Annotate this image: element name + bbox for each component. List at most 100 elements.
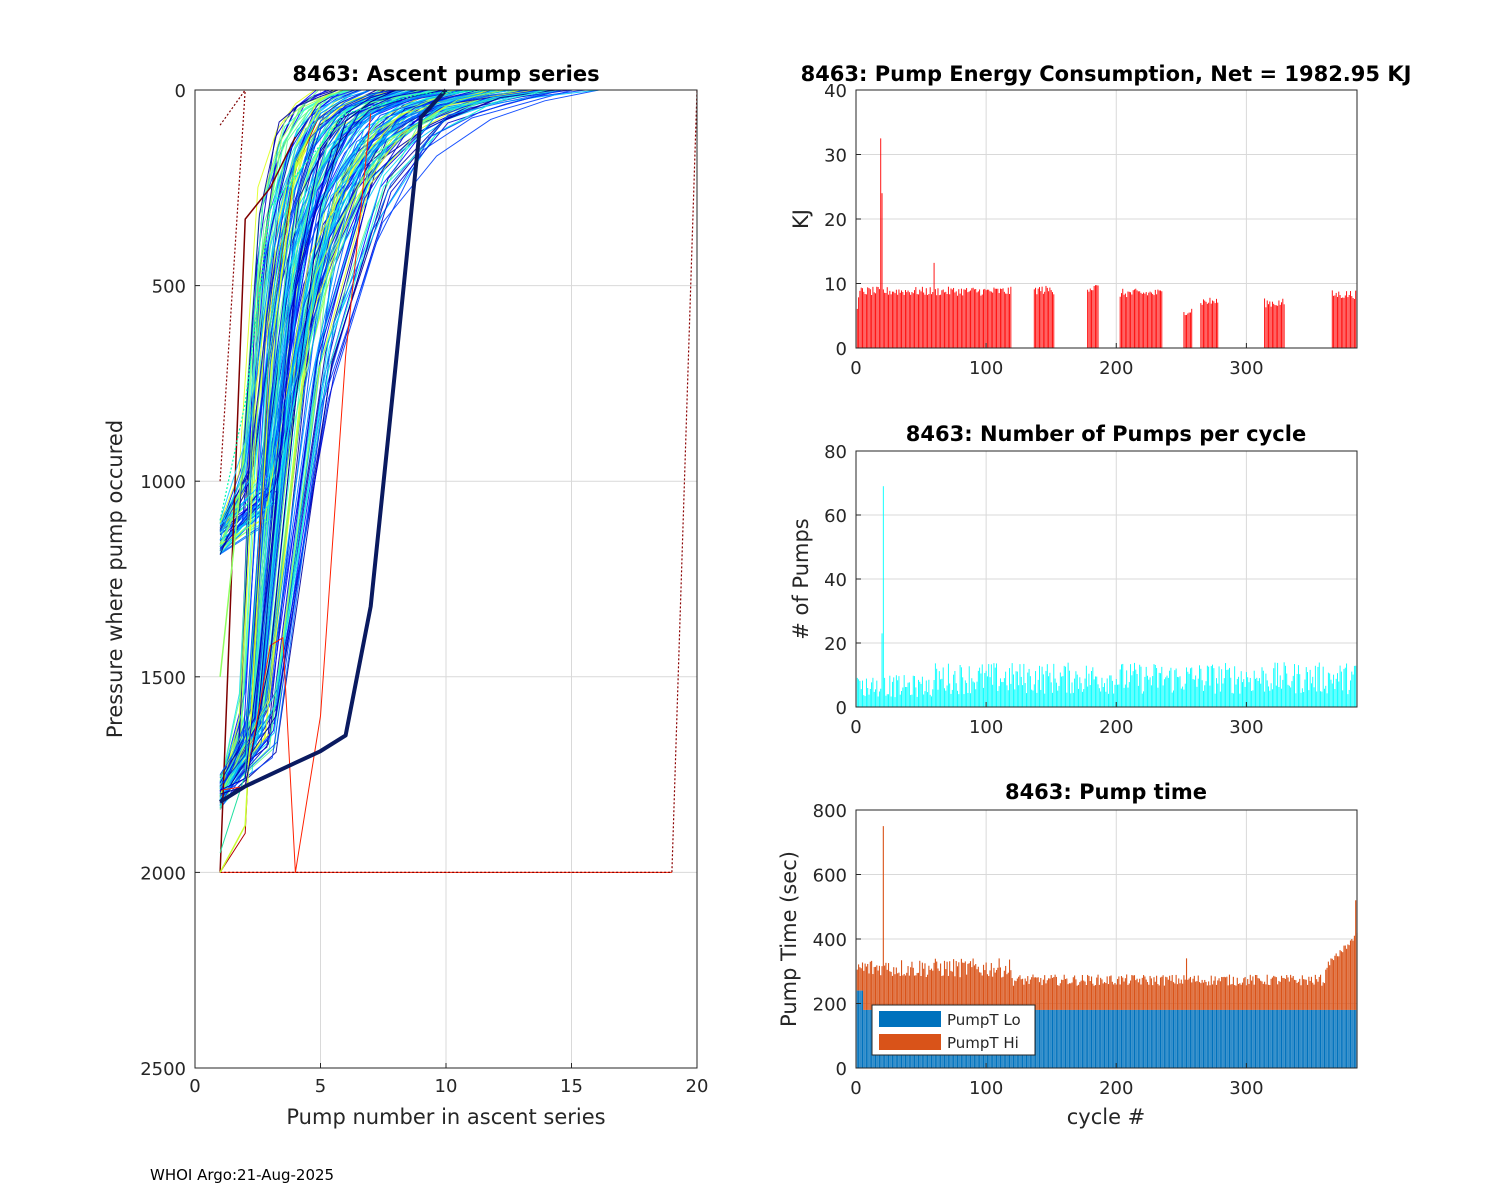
pumps-xtick-label: 100 <box>969 717 1003 738</box>
energy-chart: 0 100 200 300 0 10 20 30 40 8463: Pump Energy Co… <box>789 62 1411 379</box>
pumptime-bar-lo <box>1161 1009 1163 1068</box>
energy-bar <box>946 294 948 348</box>
pumps-bar <box>968 666 970 707</box>
energy-bar <box>1152 294 1154 348</box>
pumptime-bar-hi <box>1208 981 1210 1010</box>
pumps-bar <box>1011 663 1013 707</box>
pumptime-bar-hi <box>871 960 873 1010</box>
pumps-bar <box>1184 683 1186 707</box>
pumptime-bar-lo <box>1110 1009 1112 1068</box>
pumps-bar <box>1059 672 1061 707</box>
pumps-bar <box>1249 677 1251 707</box>
pumptime-bar-hi <box>891 975 893 1010</box>
pumptime-bar-hi <box>1131 975 1133 1010</box>
pumps-bar <box>1139 664 1141 707</box>
pumptime-bar-lo <box>1179 1009 1181 1068</box>
pumptime-bar-hi <box>960 958 962 1010</box>
pumps-bar <box>1192 679 1194 707</box>
pumps-bar <box>1318 662 1320 707</box>
pumptime-bar-hi <box>1118 976 1120 1010</box>
pumps-bar <box>860 689 862 707</box>
pumps-bar <box>1279 675 1281 707</box>
pumptime-bar-lo <box>1318 1009 1320 1068</box>
pumps-bar <box>1242 682 1243 707</box>
pumps-bar <box>1173 690 1174 707</box>
ascent-series-line <box>219 89 472 790</box>
pumptime-bar-hi <box>1205 981 1207 1010</box>
pumptime-bar-lo <box>1210 1009 1212 1068</box>
pumptime-bar-hi <box>1339 950 1341 1010</box>
pumptime-bar-hi <box>1110 975 1112 1010</box>
pumptime-bar-hi <box>979 972 981 1010</box>
pumptime-bar-lo <box>1081 1009 1083 1068</box>
energy-bar <box>1153 295 1155 348</box>
pumptime-bar-lo <box>1107 1009 1110 1068</box>
pumptime-bar-lo <box>1351 1009 1353 1068</box>
pumptime-bar-lo <box>1333 1009 1335 1068</box>
pumps-bar <box>906 687 908 707</box>
pumps-bar <box>1251 690 1253 707</box>
energy-bar <box>1350 291 1351 348</box>
pumptime-bar-lo <box>1348 1009 1350 1068</box>
pumptime-bar-hi <box>1064 979 1067 1010</box>
pumptime-bar-lo <box>865 1009 867 1068</box>
pumps-bar <box>1239 693 1241 707</box>
pumps-bar <box>994 667 996 707</box>
pumps-bar <box>1083 689 1085 707</box>
pumps-bar <box>897 680 899 707</box>
pumptime-bar-hi <box>1144 976 1146 1010</box>
pumptime-bar-hi <box>986 974 988 1010</box>
pumptime-bar-hi <box>1023 984 1025 1010</box>
pumptime-bar-hi <box>1232 976 1234 1010</box>
energy-bar <box>1053 294 1055 348</box>
energy-bar <box>1136 290 1138 348</box>
energy-bar <box>1039 287 1040 348</box>
pumptime-bar-lo <box>1058 1009 1060 1068</box>
pumptime-bar-lo <box>1213 1009 1215 1068</box>
pumptime-bar-hi <box>1132 975 1134 1010</box>
pumptime-bar-hi <box>1105 983 1107 1010</box>
pumptime-bar-hi <box>1033 977 1035 1010</box>
pumptime-bar-hi <box>1166 977 1168 1010</box>
pumptime-bar-hi <box>1213 980 1215 1010</box>
pumps-bar <box>1114 684 1116 707</box>
pumptime-bar-lo <box>1343 1009 1345 1068</box>
pumps-bar <box>862 680 863 707</box>
pumps-bar <box>992 684 994 707</box>
energy-bar <box>1208 302 1210 348</box>
pumptime-bar-hi <box>910 967 912 1010</box>
energy-bar <box>971 288 973 348</box>
energy-bar <box>1347 297 1349 348</box>
ascent-series-line <box>219 89 557 801</box>
pumptime-bar-lo <box>1320 1009 1322 1068</box>
pumptime-bar-hi <box>1215 984 1218 1010</box>
pumps-bar <box>1080 683 1082 707</box>
pumptime-bar-lo <box>1080 1009 1082 1068</box>
pumps-bar <box>1218 666 1220 707</box>
pumptime-bar-hi <box>1044 975 1046 1010</box>
pumptime-bar-hi <box>1244 976 1246 1010</box>
energy-bar <box>891 291 893 348</box>
energy-bar <box>941 290 943 348</box>
pumptime-bar-hi <box>908 975 910 1010</box>
energy-bar <box>1089 288 1091 348</box>
pumptime-bar-hi <box>1140 984 1142 1010</box>
pumps-bar <box>1286 673 1288 707</box>
pumptime-bar-hi <box>984 970 986 1010</box>
pumptime-bar-hi <box>1031 977 1033 1010</box>
energy-ytick-label: 30 <box>824 146 847 167</box>
energy-bar <box>858 297 860 348</box>
pumps-bar <box>1227 669 1229 707</box>
pumptime-bar-lo <box>1159 1009 1162 1068</box>
pumps-bar <box>899 694 901 707</box>
pumps-bar <box>976 681 978 707</box>
pumptime-bar-lo <box>1335 1009 1337 1068</box>
pumptime-bar-hi <box>1314 974 1316 1010</box>
pumps-bar <box>998 686 1000 707</box>
pumptime-bar-hi <box>1295 980 1297 1010</box>
pumps-bar <box>907 682 909 707</box>
pumps-bar <box>1026 693 1027 707</box>
pumptime-bar-lo <box>1136 1009 1138 1068</box>
pumps-bar <box>1204 685 1206 707</box>
pumptime-bar-hi <box>1053 977 1055 1010</box>
